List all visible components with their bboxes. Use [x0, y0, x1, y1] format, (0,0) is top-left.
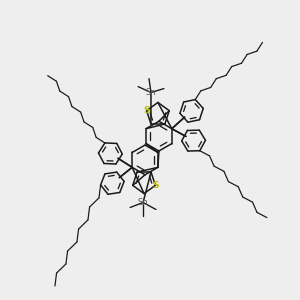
- Text: Sn: Sn: [138, 198, 148, 207]
- Text: S: S: [143, 106, 150, 115]
- Text: S: S: [152, 181, 159, 190]
- Text: Sn: Sn: [146, 88, 156, 97]
